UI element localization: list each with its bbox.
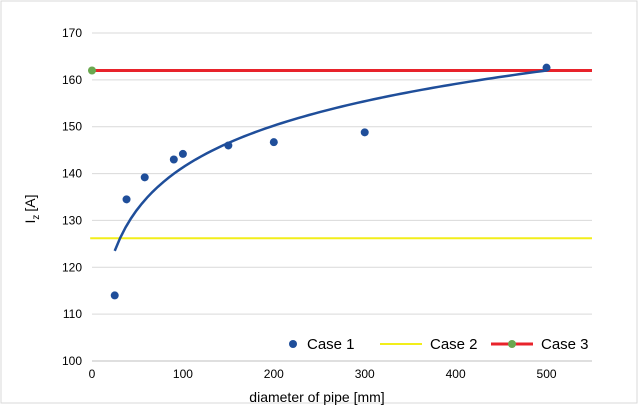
legend-marker-case-3 <box>508 340 516 348</box>
legend-label-case-1: Case 1 <box>307 336 355 353</box>
case-1-point <box>269 138 278 147</box>
legend-label-case-3: Case 3 <box>541 336 589 353</box>
x-tick-label: 200 <box>264 367 284 381</box>
case-3-marker <box>88 66 96 75</box>
case-1-point <box>110 291 119 300</box>
x-axis-title: diameter of pipe [mm] <box>249 389 384 405</box>
case-1-point <box>178 149 187 158</box>
y-tick-label: 100 <box>62 354 82 368</box>
case-1-point <box>169 155 178 164</box>
case-1-point <box>140 173 149 182</box>
y-tick-label: 110 <box>63 307 82 321</box>
y-tick-label: 150 <box>62 120 82 134</box>
axis-layer: 100 110 120 130 140 150 160 170 0 100 200 300 400 500 <box>62 26 592 381</box>
x-tick-label: 0 <box>89 367 96 381</box>
legend: Case 1 Case 2 Case 3 <box>289 336 589 353</box>
y-tick-label: 170 <box>62 26 82 40</box>
legend-label-case-2: Case 2 <box>430 336 478 353</box>
y-tick-label: 130 <box>62 213 82 227</box>
x-tick-label: 300 <box>355 367 375 381</box>
x-tick-label: 400 <box>446 367 466 381</box>
x-tick-label: 100 <box>173 367 193 381</box>
y-axis-title-main: I <box>22 220 38 224</box>
y-tick-label: 140 <box>62 167 82 181</box>
y-axis-title-subscript: z <box>31 215 42 220</box>
y-axis-title: Iz [A] <box>22 194 42 223</box>
x-tick-label: 500 <box>537 367 557 381</box>
y-tick-label: 120 <box>62 260 82 274</box>
case-1-trendline <box>113 69 547 252</box>
y-tick-label: 160 <box>62 73 82 87</box>
case-1-point <box>542 63 551 72</box>
legend-swatch-case-1 <box>289 340 297 348</box>
case-1-point <box>224 141 233 150</box>
case-1-point <box>122 195 131 204</box>
series-layer <box>88 63 592 300</box>
y-axis-title-unit: [A] <box>22 194 38 211</box>
case-1-point <box>360 128 369 137</box>
